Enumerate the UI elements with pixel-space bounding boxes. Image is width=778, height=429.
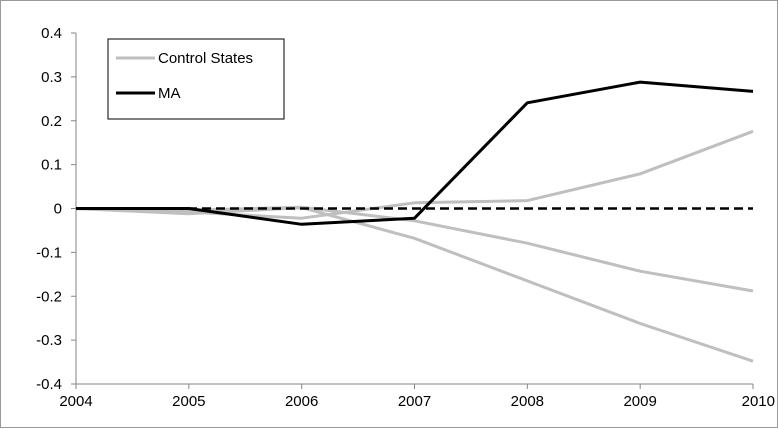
y-tick-label: -0.3 xyxy=(36,332,62,349)
y-tick-label: 0.3 xyxy=(41,69,62,86)
y-tick-label: 0.2 xyxy=(41,113,62,130)
x-tick-label: 2007 xyxy=(398,393,431,410)
series-line-control-state-2 xyxy=(75,205,754,293)
y-tick-label: -0.4 xyxy=(36,376,62,393)
x-tick-label: 2005 xyxy=(172,393,205,410)
legend-label: MA xyxy=(158,85,181,102)
legend: Control States MA xyxy=(107,38,285,120)
x-tick-label: 2010 xyxy=(742,393,775,410)
x-tick-label: 2009 xyxy=(623,393,656,410)
x-tick-label: 2006 xyxy=(285,393,318,410)
legend-label: Control States xyxy=(158,50,253,67)
x-tick-label: 2008 xyxy=(511,393,544,410)
y-tick-label: 0.1 xyxy=(41,157,62,174)
series-lines xyxy=(75,80,754,363)
y-tick-label: -0.2 xyxy=(36,288,62,305)
series-line-control-states xyxy=(75,206,754,363)
series-line-ma xyxy=(76,80,754,226)
y-tick-label: 0 xyxy=(54,201,62,218)
y-tick-label: -0.1 xyxy=(36,244,62,261)
x-tick-label: 2004 xyxy=(59,393,92,410)
legend-box xyxy=(107,38,285,120)
series-line-control-state-1 xyxy=(75,129,754,220)
y-tick-label: 0.4 xyxy=(41,25,62,42)
